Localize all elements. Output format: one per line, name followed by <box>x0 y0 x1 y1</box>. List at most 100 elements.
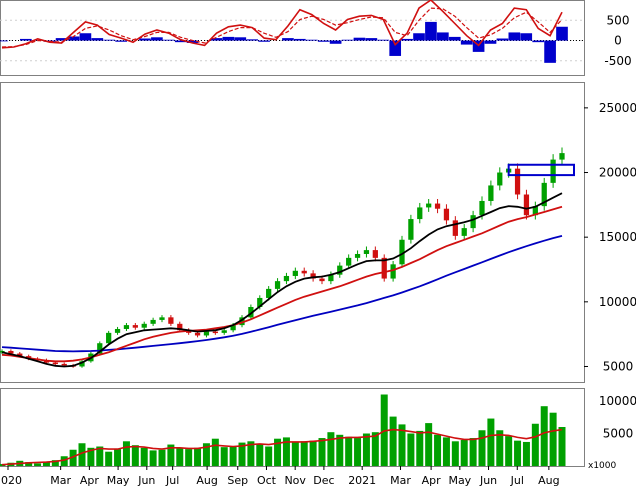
macd-histogram-bar <box>222 36 235 41</box>
grid-layer <box>0 19 588 470</box>
volume-bar <box>78 443 86 466</box>
volume-bar <box>345 436 353 466</box>
volume-bar <box>202 443 210 466</box>
macd-histogram-bar <box>317 40 330 42</box>
date-label: Apr <box>80 474 100 487</box>
candle-body <box>221 330 227 333</box>
volume-bar <box>407 433 415 466</box>
volume-bar <box>389 416 397 466</box>
candle-body <box>541 182 547 207</box>
candle-body <box>274 281 281 289</box>
macd-histogram-bar <box>425 21 437 41</box>
price-tick-label: 25000 <box>599 101 636 115</box>
macd-histogram-bar <box>496 38 509 41</box>
date-label: May <box>107 474 130 487</box>
volume-bar <box>167 444 175 466</box>
macd-line <box>1 0 563 49</box>
panel-frames <box>0 0 585 467</box>
candle-body <box>292 270 298 276</box>
candle-body <box>443 208 450 221</box>
volume-bar <box>158 449 166 466</box>
candle-body <box>381 257 387 279</box>
volume-bar <box>416 430 424 466</box>
candle-body <box>390 264 396 279</box>
volume-bar <box>105 451 113 466</box>
candle-body <box>266 288 272 298</box>
date-label: Jun <box>479 474 497 487</box>
volume-bar <box>354 438 362 466</box>
candle-body <box>550 159 556 183</box>
volume-bar <box>398 424 406 466</box>
volume-bar <box>25 462 33 466</box>
volume-bar <box>247 441 255 466</box>
axis-labels: 5000-50025000200001500010000500010000500… <box>0 13 636 487</box>
volume-ma-line <box>1 428 563 466</box>
candle-body <box>328 274 334 282</box>
volume-bar <box>265 446 273 466</box>
candle-body <box>479 200 485 216</box>
macd-histogram-bar <box>0 40 8 42</box>
ma-long-line <box>1 235 563 353</box>
resistance-highlight-box <box>507 163 575 177</box>
candle-body <box>372 250 378 258</box>
candle-body <box>417 207 423 220</box>
volume-frame <box>0 388 585 467</box>
volume-panel <box>0 394 566 466</box>
candle-body <box>346 257 352 266</box>
indicator-tick-label: 0 <box>614 34 622 48</box>
candle-body <box>114 328 121 333</box>
date-label: Nov <box>284 474 306 487</box>
volume-bar <box>442 437 450 466</box>
indicator-tick-label: -500 <box>604 54 631 68</box>
candle-body <box>426 203 432 208</box>
volume-bar <box>238 442 246 466</box>
candle-body <box>194 332 201 336</box>
candle-body <box>452 220 458 236</box>
candle-body <box>52 362 58 365</box>
candle-body <box>17 353 23 357</box>
macd-histogram-bar <box>139 38 151 41</box>
macd-histogram-bar <box>162 39 175 41</box>
macd-signal-line <box>1 7 563 48</box>
macd-histogram-bar <box>437 32 449 41</box>
candle-body <box>203 331 210 336</box>
macd-histogram-bar <box>448 36 461 41</box>
volume-bar <box>291 441 299 466</box>
macd-histogram-bar <box>520 33 533 41</box>
macd-histogram-bar <box>460 40 473 45</box>
volume-bar <box>42 462 50 466</box>
candle-body <box>559 153 565 160</box>
candle-body <box>354 253 361 258</box>
candle-body <box>123 325 130 329</box>
volume-bar <box>451 441 459 466</box>
candle-body <box>408 219 414 240</box>
volume-bar <box>469 438 477 466</box>
volume-bar <box>309 440 317 466</box>
indicator-frame <box>0 0 585 76</box>
candle-body <box>434 203 441 209</box>
indicator-panel <box>0 0 568 63</box>
candle-body <box>470 215 476 229</box>
volume-bar <box>96 446 104 466</box>
macd-histogram-bar <box>401 38 413 41</box>
volume-bar <box>478 430 486 466</box>
candle-body <box>177 323 183 331</box>
volume-bar <box>434 434 442 466</box>
candle-body <box>283 275 290 282</box>
candle-body <box>132 325 138 328</box>
candle-body <box>301 270 307 274</box>
candle-body <box>523 194 530 216</box>
macd-histogram-bar <box>556 26 568 41</box>
volume-bar <box>256 443 264 466</box>
candle-body <box>363 250 370 254</box>
macd-histogram-bar <box>305 39 318 41</box>
macd-histogram-bar <box>91 38 104 41</box>
volume-bar <box>425 423 433 466</box>
candle-body <box>319 278 325 282</box>
candle-body <box>106 332 112 344</box>
date-label: Jun <box>137 474 155 487</box>
macd-histogram-bar <box>67 36 80 41</box>
date-label: Apr <box>422 474 442 487</box>
volume-bar <box>362 433 370 466</box>
